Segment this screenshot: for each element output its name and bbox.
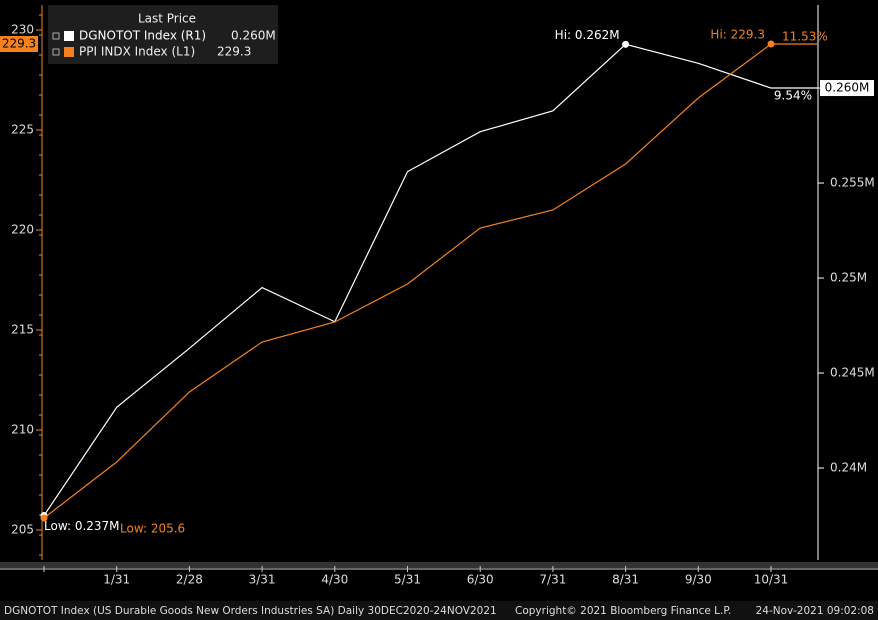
last-value-box bbox=[820, 80, 874, 97]
change-label: 11.53% bbox=[782, 30, 828, 44]
x-tick-label: 9/30 bbox=[685, 573, 712, 587]
y-tick-label: 210 bbox=[11, 423, 34, 437]
series-line bbox=[43, 43, 772, 519]
x-tick-label: 4/30 bbox=[321, 573, 348, 587]
y-tick-label: 225 bbox=[11, 123, 34, 137]
legend-title: Last Price bbox=[138, 12, 196, 26]
hi-label: Hi: 0.262M bbox=[555, 28, 620, 42]
last-value-label: 0.260M bbox=[825, 81, 870, 95]
footer-description: DGNOTOT Index (US Durable Goods New Orde… bbox=[4, 605, 497, 617]
y-tick-label: 230 bbox=[11, 23, 34, 37]
x-tick-label: 5/31 bbox=[394, 573, 421, 587]
x-tick-label: 1/31 bbox=[103, 573, 130, 587]
hi-label: Hi: 229.3 bbox=[710, 28, 765, 42]
low-label: Low: 0.237M bbox=[44, 519, 120, 533]
y2-tick-label: 0.25M bbox=[830, 271, 867, 285]
low-marker bbox=[40, 514, 48, 522]
legend-expander bbox=[52, 48, 60, 56]
x-tick-label: 10/31 bbox=[754, 573, 789, 587]
y-tick-label: 205 bbox=[11, 523, 34, 537]
hi-marker bbox=[622, 40, 630, 48]
legend-box bbox=[48, 5, 278, 64]
change-label: 9.54% bbox=[774, 89, 812, 103]
x-tick-label: 8/31 bbox=[612, 573, 639, 587]
y2-tick-label: 0.24M bbox=[830, 461, 867, 475]
footer-timestamp: 24-Nov-2021 09:02:08 bbox=[756, 605, 874, 617]
legend-swatch bbox=[64, 31, 74, 41]
y-tick-label: 215 bbox=[11, 323, 34, 337]
hi-marker bbox=[767, 40, 775, 48]
legend-swatch bbox=[64, 47, 74, 57]
x-tick-label: 6/30 bbox=[467, 573, 494, 587]
legend-entry: PPI INDX Index (L1) bbox=[79, 45, 195, 59]
y2-tick-label: 0.255M bbox=[830, 176, 875, 190]
legend-entry: DGNOTOT Index (R1) bbox=[79, 29, 206, 43]
y-tick-label: 220 bbox=[11, 223, 34, 237]
legend-value: 0.260M bbox=[231, 29, 276, 43]
legend-value: 229.3 bbox=[217, 45, 251, 59]
y2-tick-label: 0.245M bbox=[830, 366, 875, 380]
last-value-label: 229.3 bbox=[2, 37, 36, 51]
legend-expander bbox=[52, 32, 60, 40]
last-value-box bbox=[0, 36, 38, 52]
low-label: Low: 205.6 bbox=[120, 522, 185, 536]
x-tick-label: 2/28 bbox=[176, 573, 203, 587]
footer-copyright: Copyright© 2021 Bloomberg Finance L.P. bbox=[515, 605, 731, 617]
series-line bbox=[43, 43, 772, 516]
timeline-strip bbox=[0, 562, 878, 568]
footer-bar bbox=[0, 601, 878, 620]
x-tick-label: 7/31 bbox=[539, 573, 566, 587]
x-tick-label: 3/31 bbox=[249, 573, 276, 587]
